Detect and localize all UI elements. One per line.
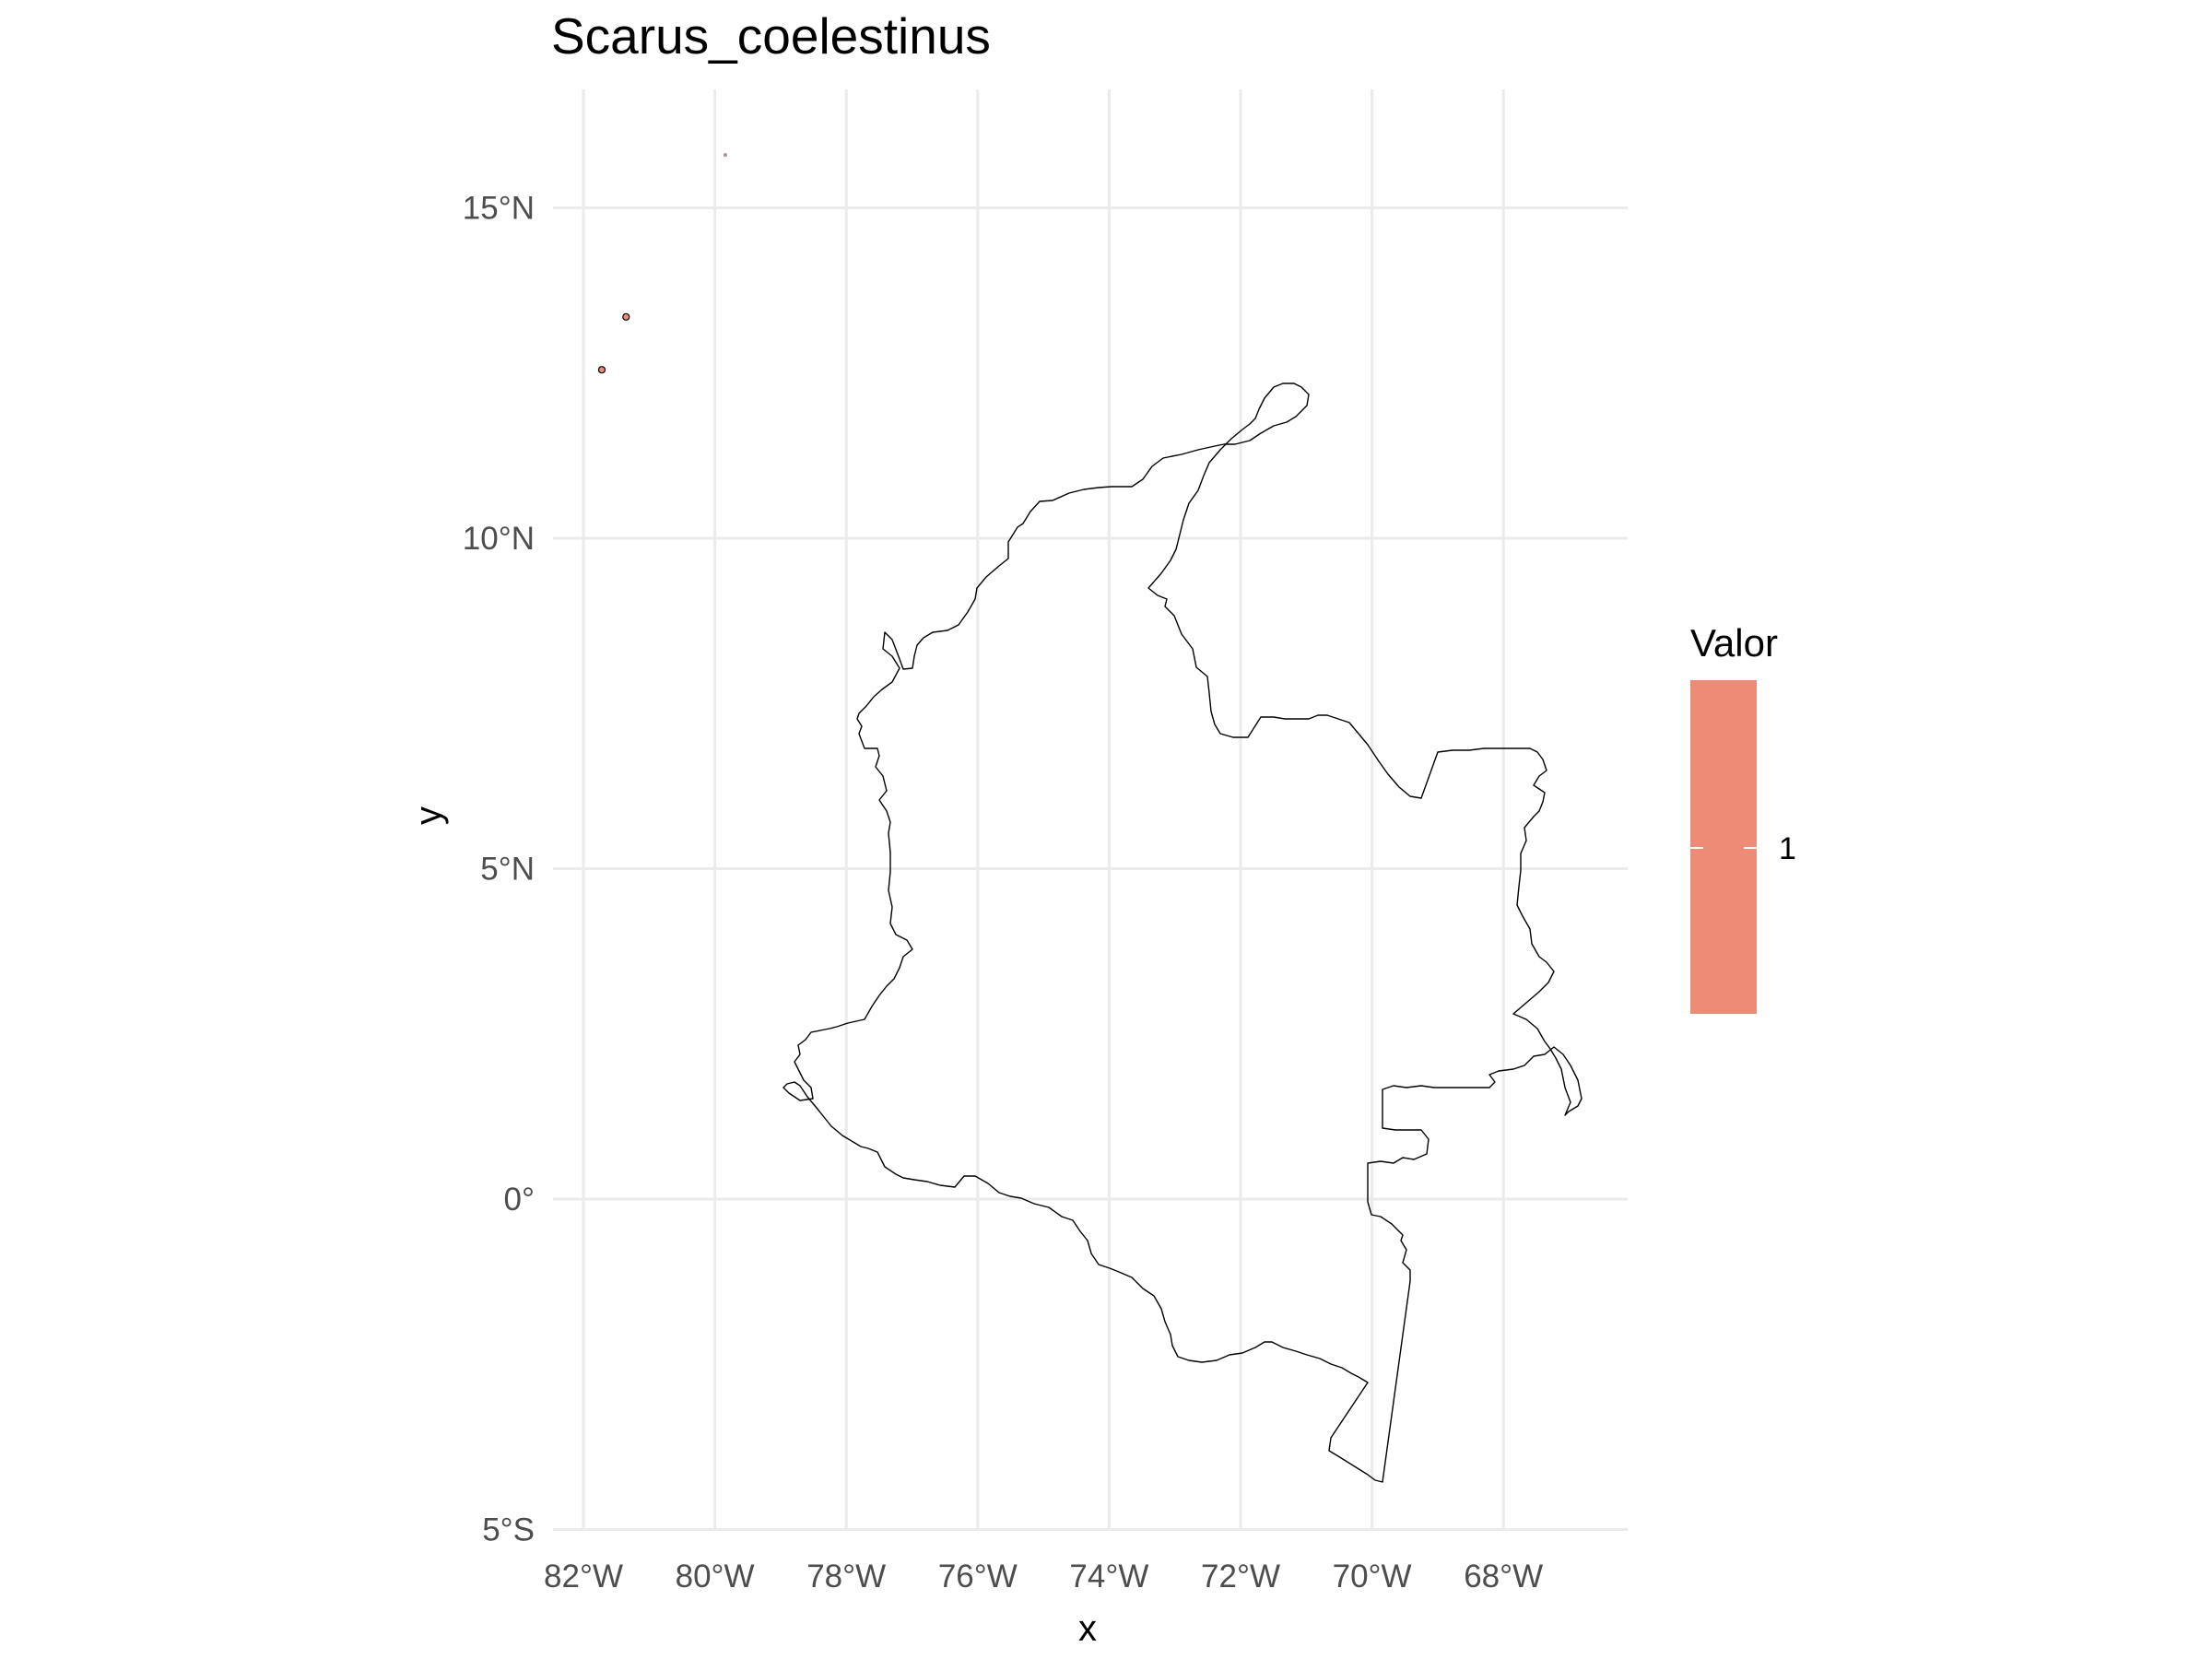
x-tick-label: 76°W — [938, 1559, 1018, 1594]
presence-point — [623, 313, 629, 320]
presence-points — [599, 154, 727, 373]
x-tick-label: 72°W — [1201, 1559, 1280, 1594]
y-tick-label: 5°S — [482, 1512, 535, 1548]
legend-title: Valor — [1690, 621, 1778, 665]
x-tick-label: 82°W — [544, 1559, 623, 1594]
grid-lines-x — [583, 89, 1503, 1531]
y-axis-ticks: 15°N 10°N 5°N 0° 5°S — [463, 191, 535, 1548]
x-tick-label: 80°W — [676, 1559, 755, 1594]
y-tick-label: 15°N — [463, 191, 535, 227]
chart-title: Scarus_coelestinus — [551, 7, 991, 65]
x-axis-ticks: 82°W 80°W 78°W 76°W 74°W 72°W 70°W 68°W — [544, 1559, 1543, 1594]
x-tick-label: 70°W — [1333, 1559, 1412, 1594]
x-tick-label: 78°W — [806, 1559, 886, 1594]
presence-point — [599, 367, 606, 373]
y-tick-label: 10°N — [463, 521, 535, 557]
x-tick-label: 74°W — [1069, 1559, 1148, 1594]
y-axis-title: y — [408, 806, 449, 825]
presence-point — [724, 154, 727, 157]
y-tick-label: 5°N — [480, 852, 535, 888]
x-axis-title: x — [1078, 1608, 1097, 1649]
legend-label: 1 — [1779, 831, 1796, 866]
y-tick-label: 0° — [504, 1182, 535, 1218]
country-border-outline — [783, 383, 1582, 1482]
legend: Valor 1 — [1690, 621, 1796, 1014]
x-tick-label: 68°W — [1464, 1559, 1543, 1594]
